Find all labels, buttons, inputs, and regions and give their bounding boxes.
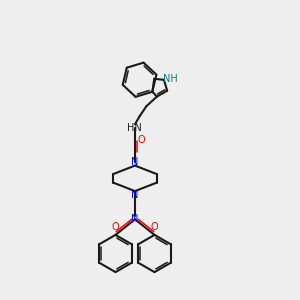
Text: N: N [131,157,139,167]
Text: O: O [112,222,120,232]
Text: N: N [131,190,139,200]
Text: O: O [150,222,158,232]
Text: NH: NH [163,74,178,84]
Text: HN: HN [127,123,142,133]
Text: N: N [131,214,139,224]
Text: O: O [138,135,146,146]
